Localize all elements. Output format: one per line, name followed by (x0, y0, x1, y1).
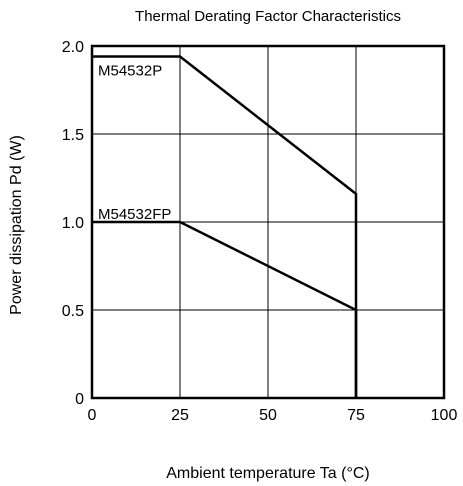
x-tick-label-3: 75 (347, 407, 365, 424)
y-tick-label-2: 1.0 (62, 215, 84, 232)
chart-title: Thermal Derating Factor Characteristics (135, 8, 401, 25)
y-tick-label-3: 1.5 (62, 127, 84, 144)
x-tick-label-2: 50 (259, 407, 277, 424)
series-labels: M54532P M54532FP (98, 63, 171, 223)
y-tick-label-4: 2.0 (62, 39, 84, 56)
y-tick-label-0: 0 (75, 391, 84, 408)
series-label-M54532FP: M54532FP (98, 206, 171, 223)
x-tick-label-1: 25 (171, 407, 189, 424)
y-tick-label-1: 0.5 (62, 303, 84, 320)
x-tick-label-0: 0 (88, 407, 97, 424)
x-tick-labels: 0 25 50 75 100 (88, 407, 458, 424)
series-label-M54532P: M54532P (98, 63, 162, 80)
x-tick-label-4: 100 (431, 407, 458, 424)
x-axis-label: Ambient temperature Ta (°C) (166, 465, 370, 482)
y-tick-labels: 0 0.5 1.0 1.5 2.0 (62, 39, 84, 408)
series-line-M54532P (92, 57, 356, 398)
y-axis-label: Power dissipation Pd (W) (8, 135, 25, 315)
series-lines (92, 57, 356, 398)
